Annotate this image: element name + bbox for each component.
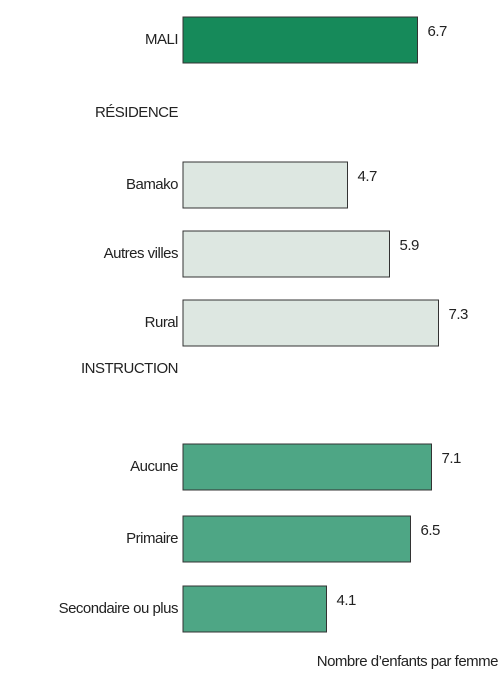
section-header: RÉSIDENCE xyxy=(95,104,179,121)
section-header: INSTRUCTION xyxy=(81,360,178,377)
bar xyxy=(182,443,432,491)
value-label: 5.9 xyxy=(400,237,420,254)
bar xyxy=(182,161,348,209)
value-label: 4.7 xyxy=(358,168,378,185)
category-label: Autres villes xyxy=(104,245,178,262)
category-label: Rural xyxy=(145,314,179,331)
value-label: 6.7 xyxy=(428,23,448,40)
bar xyxy=(182,299,439,347)
value-label: 4.1 xyxy=(337,592,357,609)
x-axis-label: Nombre d’enfants par femme xyxy=(317,653,498,670)
value-label: 6.5 xyxy=(421,522,441,539)
value-label: 7.1 xyxy=(442,450,462,467)
value-label: 7.3 xyxy=(449,306,469,323)
category-label: Aucune xyxy=(130,458,178,475)
bar xyxy=(182,16,418,64)
bar xyxy=(182,230,390,278)
category-label: Bamako xyxy=(126,176,178,193)
category-label: MALI xyxy=(145,31,178,48)
bar xyxy=(182,515,411,563)
category-label: Primaire xyxy=(126,530,178,547)
bar xyxy=(182,585,327,633)
category-label: Secondaire ou plus xyxy=(59,600,178,617)
